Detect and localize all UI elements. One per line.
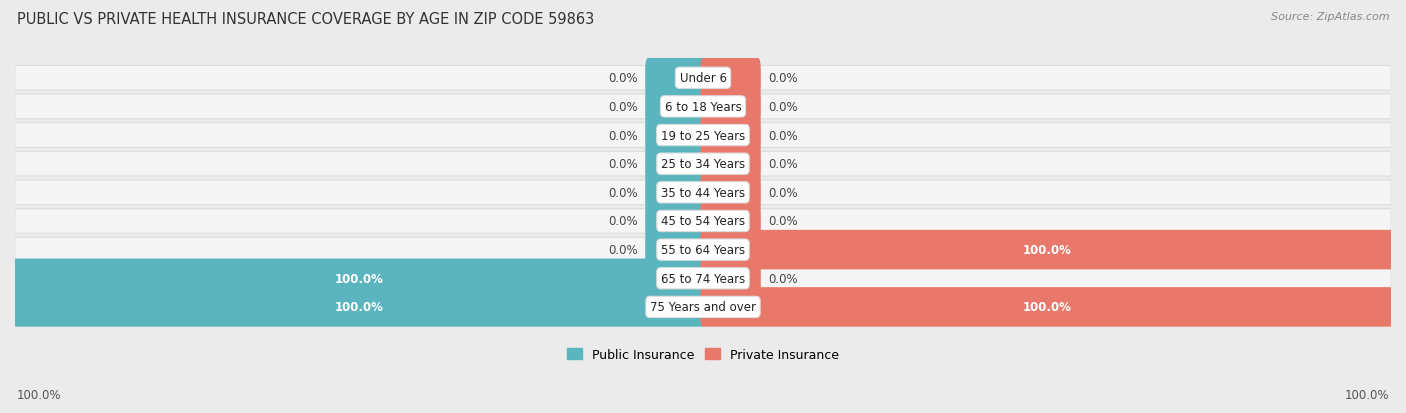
FancyBboxPatch shape <box>15 152 1391 177</box>
Text: 0.0%: 0.0% <box>607 72 638 85</box>
Text: 100.0%: 100.0% <box>17 388 62 401</box>
Text: 0.0%: 0.0% <box>607 101 638 114</box>
FancyBboxPatch shape <box>645 145 706 184</box>
FancyBboxPatch shape <box>15 266 1391 291</box>
Text: 100.0%: 100.0% <box>1022 301 1071 313</box>
FancyBboxPatch shape <box>645 230 706 270</box>
Legend: Public Insurance, Private Insurance: Public Insurance, Private Insurance <box>562 343 844 366</box>
Text: 35 to 44 Years: 35 to 44 Years <box>661 186 745 199</box>
Text: 0.0%: 0.0% <box>607 186 638 199</box>
FancyBboxPatch shape <box>645 88 706 127</box>
FancyBboxPatch shape <box>15 238 1391 262</box>
Text: 100.0%: 100.0% <box>335 272 384 285</box>
FancyBboxPatch shape <box>13 287 706 327</box>
FancyBboxPatch shape <box>645 116 706 155</box>
FancyBboxPatch shape <box>645 202 706 241</box>
Text: 0.0%: 0.0% <box>607 129 638 142</box>
Text: 100.0%: 100.0% <box>1022 244 1071 256</box>
FancyBboxPatch shape <box>645 59 706 98</box>
Text: 55 to 64 Years: 55 to 64 Years <box>661 244 745 256</box>
FancyBboxPatch shape <box>15 180 1391 205</box>
Text: 0.0%: 0.0% <box>607 215 638 228</box>
Text: 19 to 25 Years: 19 to 25 Years <box>661 129 745 142</box>
Text: 65 to 74 Years: 65 to 74 Years <box>661 272 745 285</box>
Text: 45 to 54 Years: 45 to 54 Years <box>661 215 745 228</box>
Text: 25 to 34 Years: 25 to 34 Years <box>661 158 745 171</box>
FancyBboxPatch shape <box>700 230 1393 270</box>
FancyBboxPatch shape <box>700 145 761 184</box>
FancyBboxPatch shape <box>15 66 1391 91</box>
Text: 0.0%: 0.0% <box>768 215 799 228</box>
FancyBboxPatch shape <box>15 209 1391 234</box>
FancyBboxPatch shape <box>700 173 761 213</box>
Text: 0.0%: 0.0% <box>768 101 799 114</box>
Text: 0.0%: 0.0% <box>768 158 799 171</box>
FancyBboxPatch shape <box>700 116 761 155</box>
Text: Source: ZipAtlas.com: Source: ZipAtlas.com <box>1271 12 1389 22</box>
Text: 6 to 18 Years: 6 to 18 Years <box>665 101 741 114</box>
FancyBboxPatch shape <box>645 173 706 213</box>
Text: 100.0%: 100.0% <box>1344 388 1389 401</box>
Text: 0.0%: 0.0% <box>607 244 638 256</box>
FancyBboxPatch shape <box>700 287 1393 327</box>
Text: 0.0%: 0.0% <box>768 272 799 285</box>
Text: 0.0%: 0.0% <box>768 72 799 85</box>
FancyBboxPatch shape <box>15 295 1391 320</box>
Text: Under 6: Under 6 <box>679 72 727 85</box>
FancyBboxPatch shape <box>13 259 706 298</box>
FancyBboxPatch shape <box>700 88 761 127</box>
Text: 0.0%: 0.0% <box>768 186 799 199</box>
FancyBboxPatch shape <box>700 59 761 98</box>
Text: PUBLIC VS PRIVATE HEALTH INSURANCE COVERAGE BY AGE IN ZIP CODE 59863: PUBLIC VS PRIVATE HEALTH INSURANCE COVER… <box>17 12 595 27</box>
Text: 75 Years and over: 75 Years and over <box>650 301 756 313</box>
FancyBboxPatch shape <box>15 123 1391 148</box>
FancyBboxPatch shape <box>15 95 1391 119</box>
Text: 0.0%: 0.0% <box>607 158 638 171</box>
FancyBboxPatch shape <box>700 259 761 298</box>
FancyBboxPatch shape <box>700 202 761 241</box>
Text: 0.0%: 0.0% <box>768 129 799 142</box>
Text: 100.0%: 100.0% <box>335 301 384 313</box>
